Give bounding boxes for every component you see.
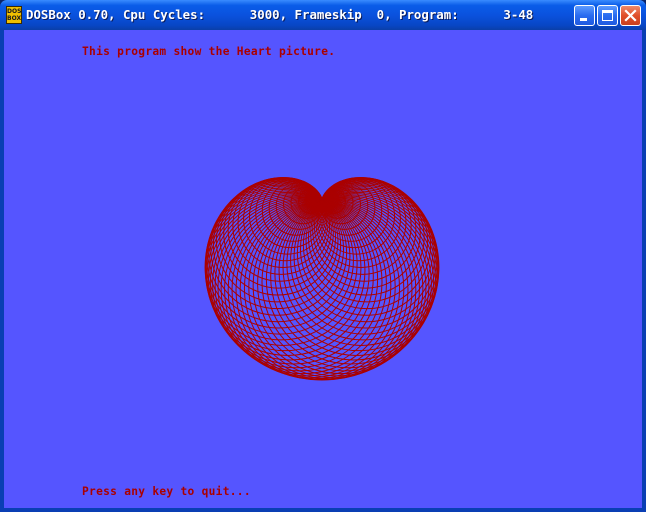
heart-circle [293, 184, 438, 329]
heart-circle [270, 193, 438, 361]
heart-circle [220, 198, 401, 379]
app-icon-text-top: DOS [7, 8, 22, 15]
heart-circle [261, 179, 325, 242]
heart-circle [206, 184, 351, 329]
title-bar[interactable]: DOS BOX DOSBox 0.70, Cpu Cycles: 3000, F… [0, 0, 646, 30]
heart-circle [248, 177, 327, 255]
maximize-button[interactable] [597, 5, 618, 26]
window-frame-right [642, 30, 646, 512]
window-title: DOSBox 0.70, Cpu Cycles: 3000, Frameskip… [26, 7, 534, 22]
heart-circle [313, 195, 323, 205]
heart-circle [210, 182, 345, 316]
header-message: This program show the Heart picture. [82, 45, 336, 58]
heart-circle [268, 180, 324, 236]
heart-circle [215, 179, 339, 303]
heart-circle [278, 190, 440, 352]
close-icon [624, 9, 637, 22]
minimize-button[interactable] [574, 5, 595, 26]
heart-circle [209, 195, 383, 369]
minimize-icon [580, 18, 587, 21]
heart-circle [204, 187, 358, 341]
heart-circle [252, 197, 430, 375]
heart-circle [206, 193, 374, 361]
window-frame-bottom [0, 508, 646, 512]
window-frame-left [0, 30, 4, 512]
heart-picture [204, 177, 440, 381]
app-icon-text-bottom: BOX [7, 15, 22, 22]
close-button[interactable] [620, 5, 641, 26]
heart-circle [261, 195, 435, 369]
heart-circle [214, 197, 392, 375]
dosbox-app-icon[interactable]: DOS BOX [6, 6, 22, 24]
heart-circle [255, 178, 326, 249]
heart-circle [305, 179, 429, 303]
heart-circle [243, 198, 424, 379]
maximize-icon [602, 10, 613, 21]
heart-circle [310, 178, 421, 289]
footer-message: Press any key to quit... [82, 485, 251, 498]
heart-circle [299, 182, 434, 316]
dos-screen[interactable]: This program show the Heart picture. Pre… [4, 30, 642, 508]
